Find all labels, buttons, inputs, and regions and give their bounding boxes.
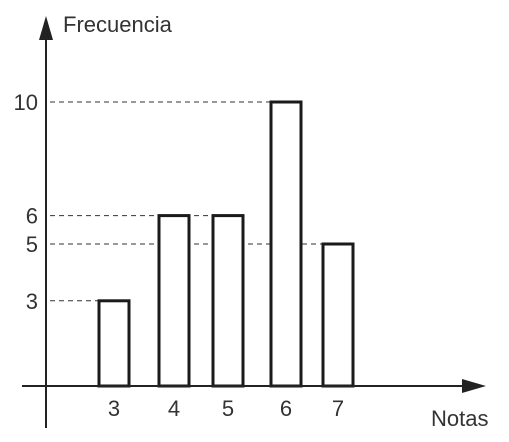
- y-tick-labels: 3 5 6 10: [14, 90, 38, 314]
- y-tick-label-5: 5: [26, 232, 38, 257]
- bar-4: [157, 214, 191, 388]
- x-tick-labels: 3 4 5 6 7: [108, 396, 344, 421]
- y-tick-label-3: 3: [26, 289, 38, 314]
- x-axis-arrow: [462, 379, 486, 393]
- bar-5: [211, 214, 245, 388]
- y-axis-title: Frecuencia: [63, 12, 173, 37]
- axes: [22, 16, 486, 428]
- x-tick-label-7: 7: [332, 396, 344, 421]
- y-tick-label-6: 6: [26, 204, 38, 229]
- y-tick-label-10: 10: [14, 90, 38, 115]
- x-tick-label-6: 6: [280, 396, 292, 421]
- y-axis-arrow: [39, 16, 53, 40]
- x-tick-label-5: 5: [222, 396, 234, 421]
- bars: [97, 100, 355, 388]
- x-tick-label-3: 3: [108, 396, 120, 421]
- bar-7: [321, 242, 355, 388]
- x-tick-label-4: 4: [168, 396, 180, 421]
- bar-6: [269, 100, 303, 388]
- bar-3: [97, 299, 131, 388]
- x-axis-title: Notas: [431, 406, 488, 431]
